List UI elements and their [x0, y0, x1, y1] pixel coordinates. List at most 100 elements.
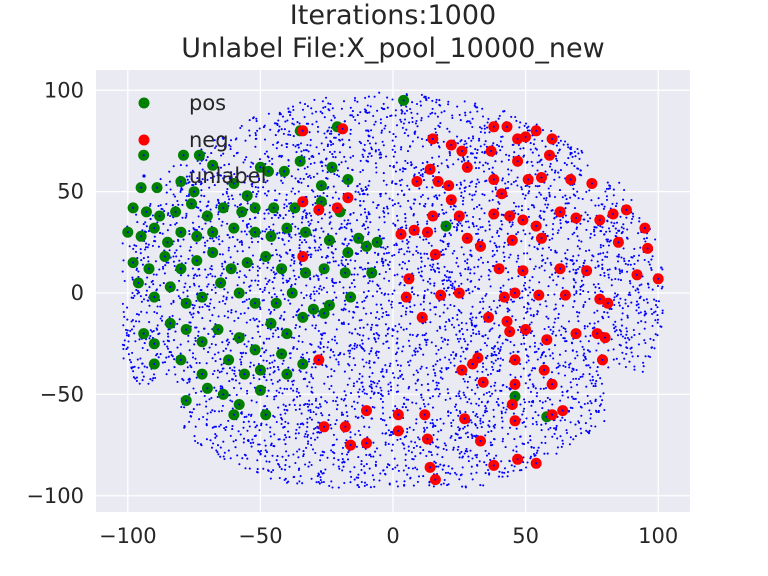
unlabel-point: [561, 439, 564, 442]
unlabel-point: [347, 242, 350, 245]
unlabel-point: [376, 311, 379, 314]
unlabel-point: [473, 193, 476, 196]
unlabel-point: [408, 250, 411, 253]
unlabel-point: [533, 351, 536, 354]
unlabel-point: [550, 371, 554, 374]
unlabel-point: [527, 374, 530, 377]
unlabel-point: [292, 336, 296, 339]
unlabel-point: [204, 303, 207, 306]
unlabel-point: [256, 240, 260, 243]
unlabel-point: [592, 283, 595, 286]
unlabel-point: [185, 199, 188, 202]
unlabel-point: [544, 422, 547, 425]
unlabel-point: [427, 242, 430, 245]
unlabel-point: [423, 294, 426, 297]
unlabel-point: [320, 481, 323, 484]
unlabel-point: [159, 305, 162, 308]
unlabel-point: [309, 222, 312, 225]
unlabel-point: [554, 169, 557, 172]
unlabel-point: [535, 196, 538, 199]
unlabel-point: [434, 270, 437, 273]
unlabel-point: [130, 367, 133, 370]
unlabel-point: [501, 437, 505, 440]
unlabel-point: [385, 205, 389, 208]
unlabel-point: [439, 376, 442, 379]
unlabel-point: [155, 289, 158, 292]
unlabel-point: [379, 151, 382, 154]
unlabel-point: [617, 278, 620, 281]
unlabel-point: [234, 176, 238, 179]
unlabel-point: [316, 125, 320, 128]
unlabel-point: [542, 361, 546, 364]
unlabel-point: [356, 273, 359, 276]
unlabel-point: [298, 480, 301, 483]
unlabel-point: [397, 469, 400, 472]
unlabel-point: [354, 252, 357, 255]
unlabel-point: [354, 328, 357, 331]
unlabel-point: [334, 423, 337, 426]
unlabel-point: [353, 478, 356, 481]
unlabel-point: [174, 330, 177, 333]
unlabel-point: [166, 213, 169, 217]
unlabel-point: [155, 312, 159, 315]
unlabel-point: [415, 418, 418, 421]
unlabel-point: [318, 473, 321, 476]
unlabel-point: [225, 426, 228, 429]
unlabel-point: [504, 267, 507, 270]
unlabel-point: [437, 171, 440, 174]
unlabel-point: [640, 283, 643, 286]
unlabel-point: [398, 263, 401, 266]
unlabel-point: [438, 194, 441, 197]
unlabel-point: [153, 235, 156, 238]
unlabel-point: [559, 219, 562, 222]
unlabel-point: [188, 229, 191, 233]
unlabel-point: [434, 227, 437, 230]
unlabel-point: [370, 154, 373, 158]
unlabel-point: [191, 254, 194, 257]
unlabel-point: [403, 167, 406, 170]
unlabel-point: [268, 291, 271, 294]
unlabel-point: [326, 255, 329, 258]
unlabel-point: [420, 275, 423, 278]
unlabel-point: [409, 161, 413, 164]
unlabel-point: [285, 408, 288, 412]
unlabel-point: [583, 325, 586, 328]
unlabel-point: [516, 176, 519, 179]
unlabel-point: [275, 459, 278, 462]
unlabel-point: [410, 207, 413, 210]
unlabel-point: [320, 396, 323, 399]
unlabel-point: [489, 372, 492, 375]
unlabel-point: [586, 402, 589, 405]
unlabel-point: [295, 314, 298, 317]
unlabel-point: [300, 263, 303, 266]
unlabel-point: [368, 111, 371, 114]
unlabel-point: [464, 140, 467, 143]
unlabel-point: [147, 243, 150, 246]
unlabel-point: [399, 375, 402, 378]
unlabel-point: [386, 106, 389, 109]
unlabel-point: [604, 255, 607, 258]
unlabel-point: [461, 297, 464, 300]
unlabel-point: [657, 300, 660, 303]
unlabel-point: [429, 397, 432, 400]
unlabel-point: [341, 264, 344, 267]
unlabel-point: [625, 346, 628, 349]
unlabel-point: [569, 148, 572, 151]
unlabel-point: [611, 202, 614, 205]
unlabel-point: [643, 310, 647, 313]
unlabel-point: [352, 385, 355, 388]
unlabel-point: [644, 240, 647, 243]
unlabel-point: [596, 309, 599, 312]
unlabel-point: [348, 331, 351, 334]
unlabel-point: [468, 120, 471, 123]
unlabel-point: [509, 340, 512, 343]
unlabel-point: [340, 107, 343, 110]
unlabel-point: [332, 260, 335, 263]
unlabel-point: [476, 110, 479, 113]
unlabel-point: [502, 284, 505, 287]
unlabel-point: [216, 369, 219, 372]
unlabel-point: [331, 196, 334, 199]
unlabel-point: [446, 287, 449, 290]
unlabel-point: [455, 395, 458, 398]
unlabel-point: [463, 452, 466, 455]
